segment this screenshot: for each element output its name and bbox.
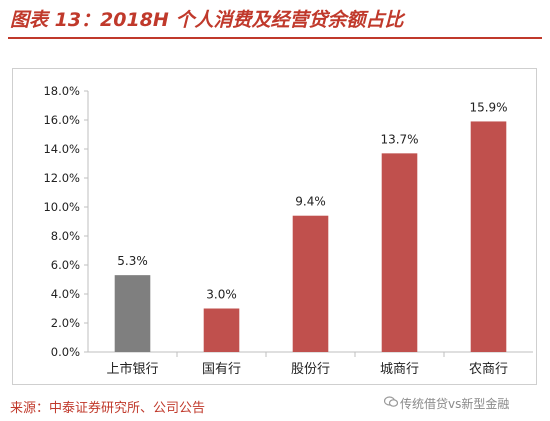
y-tick-label: 16.0% bbox=[43, 113, 80, 127]
y-tick-label: 2.0% bbox=[51, 316, 80, 330]
data-label: 9.4% bbox=[295, 195, 326, 209]
title-divider bbox=[8, 37, 542, 39]
x-tick-label: 股份行 bbox=[291, 362, 330, 377]
bar bbox=[470, 121, 507, 352]
y-tick-label: 12.0% bbox=[43, 171, 80, 185]
y-tick-label: 4.0% bbox=[51, 287, 80, 301]
y-tick-label: 14.0% bbox=[43, 142, 80, 156]
data-label: 3.0% bbox=[206, 288, 237, 302]
bar-chart: 0.0% 2.0% 4.0% 6.0% 8.0% 10.0% 12.0% 14.0% 16.0%… bbox=[43, 84, 533, 377]
wechat-bubble-icon bbox=[383, 396, 399, 411]
data-label: 15.9% bbox=[469, 100, 507, 114]
watermark: 传统借贷vs新型金融 bbox=[383, 395, 510, 412]
source-note: 来源：中泰证券研究所、公司公告 bbox=[10, 401, 206, 416]
bar bbox=[203, 308, 240, 352]
y-tick-label: 6.0% bbox=[51, 258, 80, 272]
chart-title: 图表 13：2018H 个人消费及经营贷余额占比 bbox=[10, 9, 404, 31]
bar bbox=[381, 153, 418, 352]
bar bbox=[292, 215, 329, 352]
y-tick-label: 0.0% bbox=[51, 345, 80, 359]
x-tick-label: 农商行 bbox=[469, 362, 508, 377]
data-label: 5.3% bbox=[117, 254, 148, 268]
y-tick-label: 18.0% bbox=[43, 84, 80, 98]
bar bbox=[114, 275, 151, 352]
x-tick-label: 国有行 bbox=[202, 362, 241, 377]
chart-frame: 0.0% 2.0% 4.0% 6.0% 8.0% 10.0% 12.0% 14.0% 16.0%… bbox=[12, 68, 537, 385]
watermark-text: 传统借贷vs新型金融 bbox=[400, 397, 510, 411]
y-tick-label: 8.0% bbox=[51, 229, 80, 243]
y-tick-label: 10.0% bbox=[43, 200, 80, 214]
data-label: 13.7% bbox=[380, 132, 418, 146]
x-tick-label: 上市银行 bbox=[106, 361, 158, 377]
x-tick-label: 城商行 bbox=[380, 362, 419, 377]
